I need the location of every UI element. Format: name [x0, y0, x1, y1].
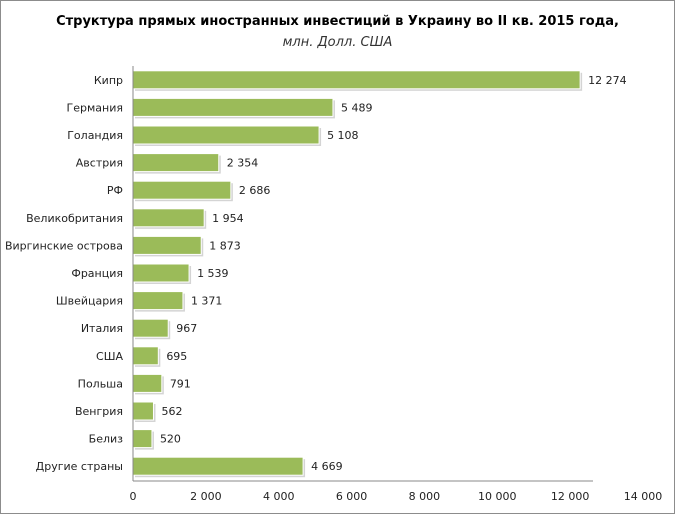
- data-label: 520: [160, 433, 181, 446]
- bar: [132, 70, 581, 90]
- x-tick-label: 2 000: [190, 490, 222, 503]
- chart-subtitle: млн. Долл. США: [282, 35, 393, 50]
- category-label: Франция: [71, 267, 123, 280]
- data-label: 1 873: [209, 239, 241, 252]
- bar: [132, 373, 163, 393]
- category-label: Австрия: [76, 157, 123, 170]
- data-label: 791: [170, 377, 191, 390]
- data-label: 695: [166, 350, 187, 363]
- category-label: Венгрия: [75, 405, 123, 418]
- data-label: 1 954: [212, 212, 244, 225]
- bar: [132, 97, 334, 117]
- category-label: Германия: [67, 101, 123, 114]
- category-label: США: [96, 350, 123, 363]
- data-label: 1 539: [197, 267, 229, 280]
- data-label: 2 354: [227, 157, 259, 170]
- x-tick-label: 14 000: [624, 490, 663, 503]
- x-tick-label: 6 000: [336, 490, 368, 503]
- bar: [132, 125, 320, 145]
- data-label: 5 489: [341, 101, 373, 114]
- x-tick-label: 4 000: [263, 490, 295, 503]
- chart-title: Структура прямых иностранных инвестиций …: [56, 14, 619, 29]
- x-tick-label: 8 000: [409, 490, 441, 503]
- data-label: 967: [176, 322, 197, 335]
- category-label: Швейцария: [56, 295, 123, 308]
- bar: [132, 456, 304, 476]
- category-label: Польша: [78, 377, 123, 390]
- category-label: РФ: [107, 184, 123, 197]
- bar: [132, 429, 153, 449]
- bar: [132, 180, 232, 200]
- category-label: Другие страны: [36, 460, 123, 473]
- bar: [132, 153, 220, 173]
- bar: [132, 235, 202, 255]
- x-tick-label: 12 000: [551, 490, 590, 503]
- bar: [132, 401, 154, 421]
- category-label: Голандия: [67, 129, 123, 142]
- data-label: 2 686: [239, 184, 271, 197]
- category-label: Виргинские острова: [5, 239, 123, 252]
- bar: [132, 208, 205, 228]
- data-label: 5 108: [327, 129, 359, 142]
- bar: [132, 291, 184, 311]
- x-tick-label: 10 000: [478, 490, 517, 503]
- data-label: 12 274: [588, 74, 627, 87]
- category-label: Великобритания: [26, 212, 123, 225]
- category-label: Италия: [81, 322, 123, 335]
- data-label: 562: [161, 405, 182, 418]
- category-label: Белиз: [89, 433, 123, 446]
- data-label: 1 371: [191, 295, 223, 308]
- x-tick-label: 0: [130, 490, 137, 503]
- data-label: 4 669: [311, 460, 343, 473]
- category-label: Кипр: [94, 74, 123, 87]
- bar: [132, 263, 190, 283]
- bar: [132, 346, 159, 366]
- bar: [132, 318, 169, 338]
